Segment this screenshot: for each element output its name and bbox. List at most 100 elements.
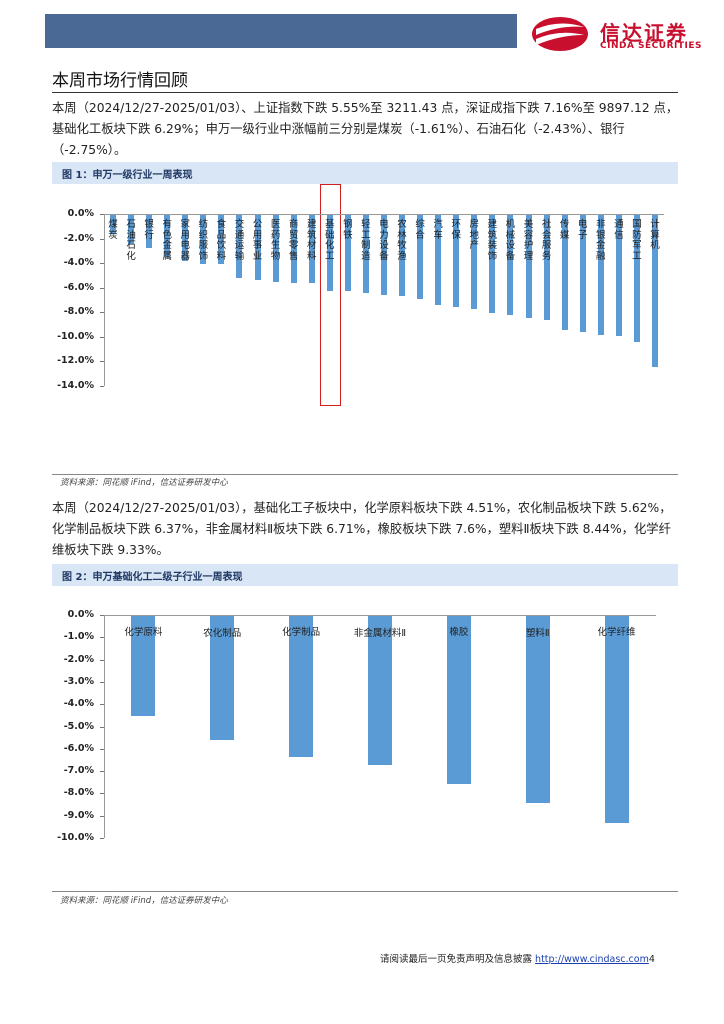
bar	[344, 214, 351, 292]
category-label: 社会服务	[541, 219, 552, 262]
y-tick-mark	[100, 312, 104, 314]
y-tick-mark	[100, 214, 104, 215]
bar	[164, 214, 171, 257]
bar	[604, 615, 629, 824]
bar	[218, 214, 225, 265]
y-tick-label: -1.0%	[63, 631, 94, 643]
y-tick-label: -10.0%	[57, 330, 94, 342]
y-tick-label: -2.0%	[63, 653, 94, 665]
footer-link[interactable]: http://www.cindasc.com	[535, 954, 649, 965]
bar	[146, 214, 153, 248]
y-tick-label: -2.0%	[63, 232, 94, 244]
highlight-box	[319, 184, 341, 406]
category-label: 化学纤维	[597, 627, 636, 638]
y-tick-label: -8.0%	[63, 306, 94, 318]
y-tick-mark	[100, 637, 104, 639]
y-tick-label: -12.0%	[57, 355, 94, 367]
cinda-logo: 信达证券 CINDA SECURITIES	[530, 15, 710, 55]
category-label: 食品饮料	[216, 219, 227, 262]
bar	[368, 615, 392, 765]
category-label: 基础化工	[325, 219, 335, 262]
y-tick-mark	[100, 336, 104, 338]
y-tick-mark	[100, 748, 104, 750]
bar	[308, 214, 315, 284]
y-tick-mark	[100, 287, 104, 289]
footer-disclaimer: 请阅读最后一页免责声明及信息披露	[380, 954, 533, 965]
figure-2-source: 资料来源：同花顺 iFind，信达证券研发中心	[60, 896, 228, 906]
y-tick-mark	[100, 771, 104, 773]
category-label: 传媒	[559, 219, 570, 241]
category-label: 国防军工	[632, 219, 642, 262]
y-tick-mark	[100, 704, 104, 706]
bar	[128, 214, 135, 244]
bar	[362, 214, 369, 294]
y-tick-label: -10.0%	[57, 832, 94, 843]
y-tick-label: -8.0%	[63, 787, 94, 799]
bar	[525, 615, 550, 804]
y-tick-mark	[100, 263, 104, 265]
y-axis-line	[104, 615, 105, 838]
bar	[615, 214, 622, 337]
bar	[200, 214, 207, 264]
y-tick-label: 0.0%	[67, 208, 94, 219]
bar	[381, 214, 387, 296]
bar	[633, 214, 640, 343]
bar	[507, 214, 514, 315]
category-label: 环保	[451, 219, 461, 241]
y-tick-label: -5.0%	[63, 720, 94, 732]
bar	[289, 615, 314, 758]
category-label: 家用电器	[180, 219, 191, 262]
bar	[471, 214, 478, 309]
logo-english-text: CINDA SECURITIES	[600, 41, 702, 51]
cinda-logo-mark-icon	[532, 17, 588, 51]
category-label: 交通运输	[234, 219, 245, 262]
figure-2-bottom-rule	[52, 891, 678, 892]
category-label: 公用事业	[252, 219, 263, 262]
category-label: 化学制品	[282, 627, 321, 638]
y-tick-mark	[100, 659, 104, 661]
category-label: 非金属材料Ⅱ	[353, 628, 407, 639]
category-label: 电力设备	[379, 219, 389, 262]
y-tick-mark	[100, 815, 104, 817]
bar	[446, 615, 471, 785]
figure-2-title-bar: 图 2：申万基础化工二级子行业一周表现	[52, 564, 678, 586]
page-number: 4	[648, 954, 655, 965]
y-tick-label: -7.0%	[63, 765, 94, 777]
category-label: 银行	[144, 219, 154, 241]
bar	[236, 214, 243, 278]
y-tick-mark	[100, 726, 104, 728]
bar	[272, 214, 279, 282]
figure-1-title-bar: 图 1：申万一级行业一周表现	[52, 162, 678, 184]
category-label: 橡胶	[449, 627, 469, 638]
bar	[543, 214, 550, 320]
y-tick-mark	[100, 681, 104, 683]
figure-1-source: 资料来源：同花顺 iFind，信达证券研发中心	[60, 478, 228, 488]
y-tick-label: -9.0%	[63, 809, 94, 821]
bar	[525, 214, 532, 319]
bar	[651, 214, 658, 367]
category-label: 钢铁	[343, 219, 353, 241]
y-tick-label: -3.0%	[63, 675, 94, 687]
category-label: 煤炭	[108, 219, 118, 241]
bar	[561, 214, 568, 331]
y-tick-mark	[100, 615, 104, 616]
y-tick-mark	[100, 238, 104, 240]
bar	[131, 615, 156, 716]
category-label: 轻工制造	[361, 219, 371, 262]
y-axis-line	[104, 214, 105, 386]
bar	[254, 214, 261, 280]
bar	[435, 214, 442, 305]
category-label: 商贸零售	[288, 219, 299, 262]
bar	[326, 214, 333, 292]
bar	[182, 214, 189, 261]
bar	[489, 214, 496, 313]
y-tick-label: -4.0%	[63, 698, 94, 710]
category-label: 石油石化	[126, 219, 136, 262]
category-label: 电子	[577, 219, 588, 241]
y-tick-mark	[100, 386, 104, 387]
y-tick-label: 0.0%	[67, 609, 94, 620]
y-tick-label: -6.0%	[63, 742, 94, 754]
category-label: 建筑材料	[306, 219, 317, 262]
category-label: 纺织服饰	[198, 219, 209, 262]
category-label: 建筑装饰	[487, 219, 498, 262]
